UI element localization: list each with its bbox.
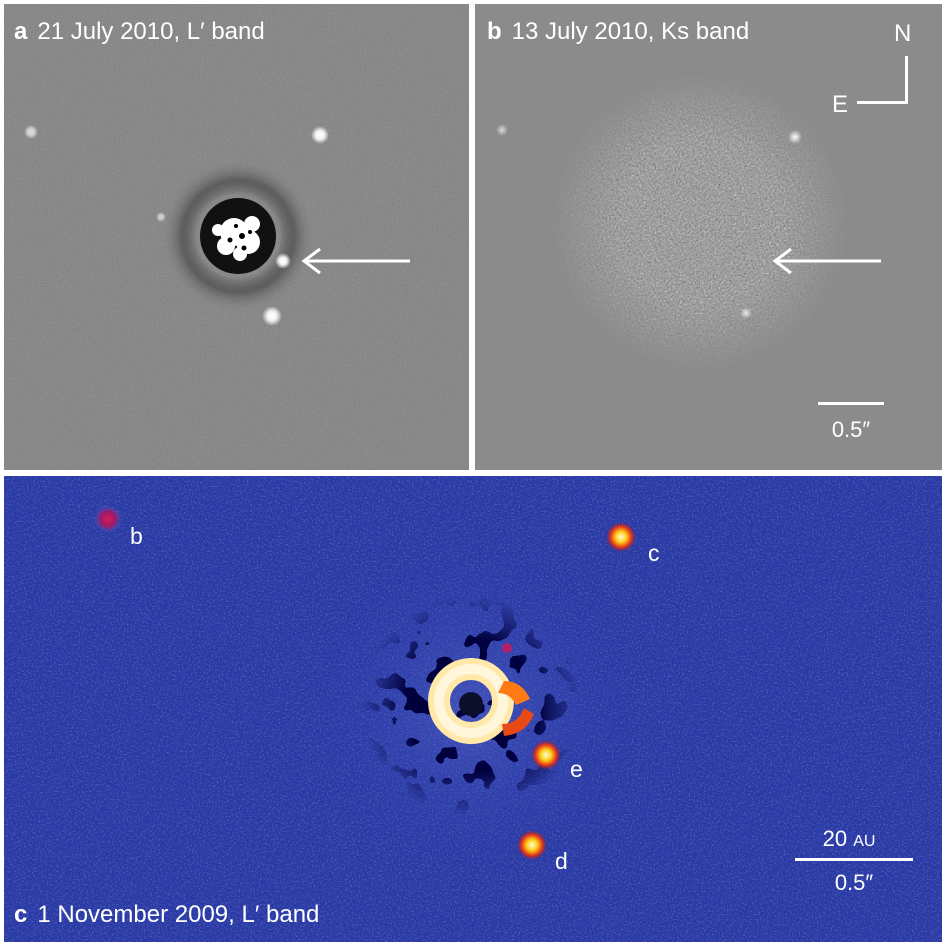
panel-c-image: b c e d 20 AU 0.5″ c 1 November 2009, L′ … [4,476,942,942]
panel-a-letter: a [14,18,28,45]
panel-a-background [4,4,469,470]
planet-label-d: d [555,848,568,874]
panel-c-caption-text: 1 November 2009, L′ band [37,901,320,928]
panel-b-scale-label: 0.5″ [831,417,871,442]
panel-b-image: b 13 July 2010, Ks band N E 0.5″ [475,4,942,470]
panel-c-scale-top-label: 20 AU [794,827,904,854]
panel-a-caption: a 21 July 2010, L′ band [14,18,265,46]
panel-b-caption-text: 13 July 2010, Ks band [511,18,750,45]
scale-unit: AU [853,833,876,850]
panel-a-image: a 21 July 2010, L′ band [4,4,469,470]
compass-north-line [905,56,908,104]
planet-label-e: e [570,756,583,782]
planet-label-c: c [648,540,660,566]
scale-value: 20 [822,826,848,851]
panel-a-caption-text: 21 July 2010, L′ band [37,18,265,45]
arrow-left-icon [772,247,881,275]
panel-b-background [475,4,942,470]
compass-east-label: E [832,91,849,118]
panel-b-letter: b [487,18,502,45]
panel-c-scale-bar [795,858,913,861]
panel-b-scale-bar [818,402,884,405]
panel-c-scale-bottom-label: 0.5″ [834,870,874,895]
panel-c-caption: c 1 November 2009, L′ band [14,901,319,929]
planet-label-b: b [130,523,143,549]
arrow-left-icon [301,247,410,275]
compass-east-line [857,101,908,104]
panel-b-caption: b 13 July 2010, Ks band [487,18,749,46]
panel-c-letter: c [14,901,28,928]
panel-c-background [4,476,942,942]
compass-north-label: N [894,20,912,47]
